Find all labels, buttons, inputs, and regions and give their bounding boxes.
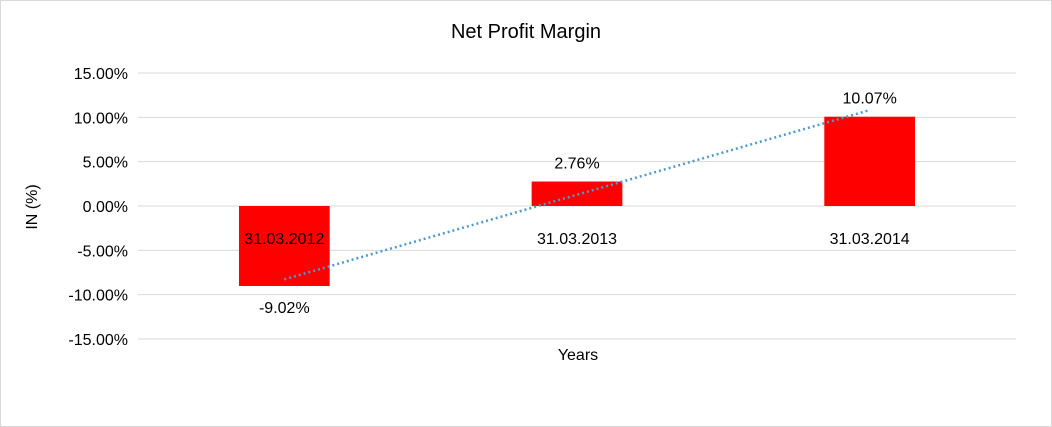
bar [238, 206, 330, 286]
y-tick-label: -5.00% [77, 243, 128, 260]
category-labels: 31.03.2012 31.03.2013 31.03.2014 [244, 231, 910, 248]
category-label: 31.03.2013 [537, 231, 617, 248]
bar [531, 181, 623, 206]
data-label: 2.76% [554, 156, 599, 173]
y-tick-label: 0.00% [83, 199, 128, 216]
y-tick-label: 10.00% [74, 110, 128, 127]
y-tick-label: 15.00% [74, 66, 128, 83]
x-axis-label: Years [558, 347, 598, 364]
category-label: 31.03.2014 [830, 231, 910, 248]
trendline-layer [283, 108, 871, 281]
data-label: -9.02% [259, 300, 310, 317]
bars [238, 116, 916, 286]
y-tick-label: 5.00% [83, 155, 128, 172]
y-axis-label: IN (%) [24, 184, 41, 229]
data-label: 10.07% [843, 91, 897, 108]
y-tick-label: -10.00% [68, 288, 128, 305]
trendline [283, 108, 871, 281]
bar [824, 116, 916, 206]
category-label: 31.03.2012 [244, 231, 324, 248]
y-axis-ticks: 15.00% 10.00% 5.00% 0.00% -5.00% -10.00% -15.0… [68, 66, 128, 349]
chart-title: Net Profit Margin [451, 21, 601, 43]
data-labels: -9.02% 2.76% 10.07% [259, 91, 897, 317]
y-tick-label: -15.00% [68, 332, 128, 349]
